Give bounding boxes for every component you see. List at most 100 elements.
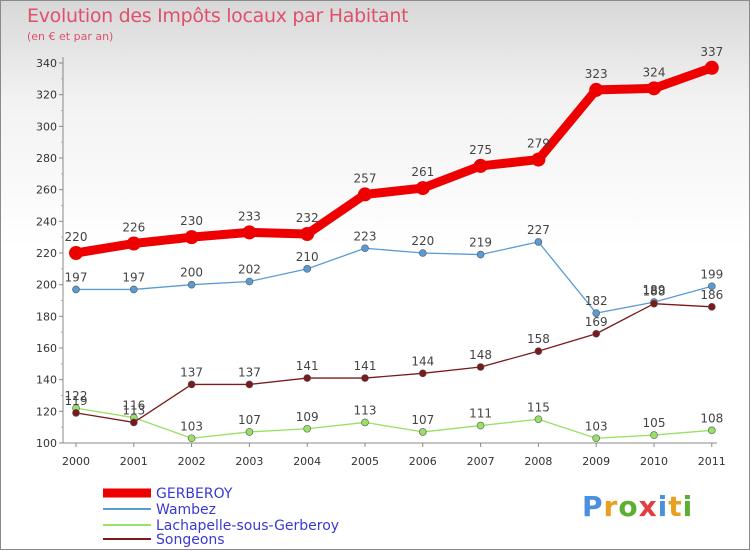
data-label: 197 bbox=[122, 270, 145, 284]
legend-label: GERBEROY bbox=[156, 486, 233, 502]
data-label: 324 bbox=[643, 65, 666, 79]
y-tick-label: 120 bbox=[36, 405, 57, 418]
x-tick-label: 2011 bbox=[698, 455, 726, 468]
data-point bbox=[534, 347, 543, 355]
data-point bbox=[69, 246, 83, 260]
data-label: 137 bbox=[180, 365, 203, 379]
logo-letter: x bbox=[638, 490, 658, 523]
data-point bbox=[245, 428, 254, 436]
data-label: 337 bbox=[700, 45, 723, 59]
data-label: 103 bbox=[180, 419, 203, 433]
data-label: 169 bbox=[585, 315, 608, 329]
data-label: 109 bbox=[296, 410, 319, 424]
data-point bbox=[476, 363, 485, 371]
data-label: 261 bbox=[411, 165, 434, 179]
data-point bbox=[361, 244, 369, 253]
data-label: 122 bbox=[65, 389, 88, 403]
data-label: 200 bbox=[180, 266, 203, 280]
data-label: 230 bbox=[180, 214, 203, 228]
x-tick-label: 2003 bbox=[235, 455, 263, 468]
data-point bbox=[187, 380, 196, 389]
data-point bbox=[534, 238, 543, 246]
data-label: 182 bbox=[585, 294, 608, 308]
data-point bbox=[187, 434, 196, 443]
x-tick-label: 2000 bbox=[62, 455, 90, 468]
data-label: 227 bbox=[527, 223, 550, 237]
data-label: 233 bbox=[238, 209, 261, 223]
logo-letter: P bbox=[582, 490, 604, 523]
data-label: 115 bbox=[527, 400, 550, 414]
legend-label: Wambez bbox=[156, 502, 216, 518]
data-point bbox=[707, 426, 716, 435]
data-label: 105 bbox=[643, 416, 666, 430]
y-tick-label: 340 bbox=[36, 57, 57, 70]
logo-letter: t bbox=[668, 490, 683, 523]
chart-subtitle: (en € et par an) bbox=[27, 30, 114, 43]
data-point bbox=[361, 374, 369, 382]
data-point bbox=[476, 421, 485, 430]
data-label: 223 bbox=[354, 229, 377, 243]
data-point bbox=[303, 265, 312, 273]
data-point bbox=[245, 380, 254, 389]
data-point bbox=[473, 158, 488, 173]
data-point bbox=[592, 309, 601, 317]
y-tick-label: 260 bbox=[36, 184, 57, 197]
data-point bbox=[647, 81, 661, 96]
data-point bbox=[184, 230, 199, 245]
y-tick-label: 300 bbox=[36, 120, 57, 133]
data-point bbox=[707, 303, 716, 311]
x-tick-label: 2008 bbox=[524, 455, 552, 468]
data-label: 108 bbox=[700, 411, 723, 425]
y-tick-label: 160 bbox=[36, 342, 57, 355]
y-tick-label: 180 bbox=[36, 310, 57, 323]
data-point bbox=[531, 152, 546, 167]
data-label: 257 bbox=[354, 171, 377, 185]
y-tick-label: 280 bbox=[36, 152, 57, 165]
data-point bbox=[415, 181, 430, 196]
data-label: 219 bbox=[469, 236, 492, 250]
x-tick-label: 2001 bbox=[120, 455, 148, 468]
data-point bbox=[242, 225, 257, 240]
data-label: 210 bbox=[296, 250, 319, 264]
data-label: 220 bbox=[411, 234, 434, 248]
data-point bbox=[245, 277, 254, 286]
logo-letter: o bbox=[618, 490, 639, 523]
series-line-songeons bbox=[75, 303, 713, 424]
x-tick-label: 2005 bbox=[351, 455, 379, 468]
data-label: 226 bbox=[122, 221, 145, 235]
data-point bbox=[650, 299, 658, 308]
logo-letter: i bbox=[682, 490, 694, 523]
data-point bbox=[534, 415, 543, 424]
data-point bbox=[476, 250, 485, 259]
data-label: 199 bbox=[700, 267, 723, 281]
data-point bbox=[303, 374, 312, 382]
data-label: 186 bbox=[700, 288, 723, 302]
data-point bbox=[707, 282, 716, 291]
logo-letter: i bbox=[657, 490, 669, 523]
data-point bbox=[361, 418, 369, 427]
data-label: 144 bbox=[411, 354, 434, 368]
data-label: 197 bbox=[65, 270, 88, 284]
x-tick-label: 2002 bbox=[178, 455, 206, 468]
data-label: 116 bbox=[122, 399, 145, 413]
data-point bbox=[130, 418, 138, 427]
data-point bbox=[300, 227, 315, 241]
series-line-gerberoy bbox=[71, 63, 717, 258]
data-point bbox=[589, 82, 604, 97]
series-line-lachapelle-sous-gerberoy bbox=[75, 407, 713, 439]
data-point bbox=[418, 428, 427, 436]
data-label: 323 bbox=[585, 67, 608, 81]
data-point bbox=[187, 280, 196, 289]
data-label: 148 bbox=[469, 348, 492, 362]
data-label: 232 bbox=[296, 211, 319, 225]
data-point bbox=[130, 285, 138, 294]
x-tick-label: 2010 bbox=[640, 455, 668, 468]
data-label: 137 bbox=[238, 365, 261, 379]
x-tick-label: 2006 bbox=[409, 455, 437, 468]
data-label: 141 bbox=[296, 359, 319, 373]
data-label: 107 bbox=[411, 413, 434, 427]
y-tick-label: 140 bbox=[36, 374, 57, 387]
legend-label: Songeons bbox=[156, 532, 225, 548]
